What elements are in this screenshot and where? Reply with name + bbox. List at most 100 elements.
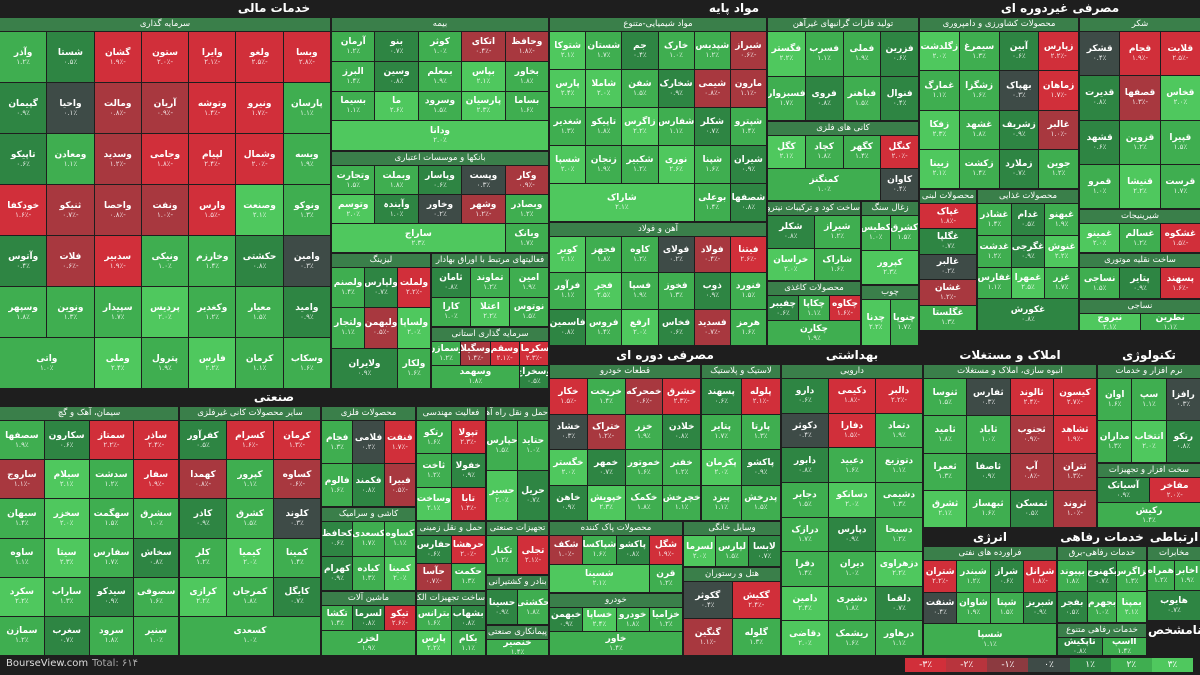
stock-tile[interactable]: واحصا -۰.۸٪ bbox=[94, 185, 141, 235]
stock-tile[interactable]: ولبهمن -۰.۵٪ bbox=[365, 308, 397, 348]
stock-tile[interactable]: وشهر -۱.۲٪ bbox=[462, 195, 505, 223]
stock-tile[interactable]: وکار -۰.۹٪ bbox=[505, 166, 548, 194]
group-title[interactable]: بنادر و کشتیرانی bbox=[487, 576, 548, 589]
stock-tile[interactable]: حریل ۰.۷٪ bbox=[518, 471, 548, 520]
stock-tile[interactable]: سیدکو ۰.۹٪ bbox=[89, 577, 134, 616]
stock-tile[interactable]: ثنوسا ۱.۵٪ bbox=[924, 379, 967, 416]
stock-tile[interactable]: بشهاب ۰.۸٪ bbox=[451, 606, 485, 630]
stock-tile[interactable]: شستا ۰.۵٪ bbox=[47, 32, 94, 82]
stock-tile[interactable]: شتوکا ۲.۱٪ bbox=[550, 32, 586, 69]
stock-tile[interactable]: وحافظ -۱.۸٪ bbox=[505, 32, 548, 61]
stock-tile[interactable]: سیلام ۲.۱٪ bbox=[44, 460, 89, 499]
stock-tile[interactable]: خنصیر ۱.۴٪ bbox=[487, 640, 548, 655]
stock-tile[interactable]: سفار -۱.۹٪ bbox=[134, 460, 178, 499]
group-title[interactable]: کانی های فلزی bbox=[768, 122, 918, 135]
stock-tile[interactable]: سمتاز -۲.۲٪ bbox=[89, 421, 134, 460]
stock-tile[interactable]: پلوله -۲.۱٪ bbox=[741, 379, 780, 414]
stock-tile[interactable]: پارس ۲.۴٪ bbox=[550, 70, 586, 107]
stock-tile[interactable]: شپنا ۱.۵٪ bbox=[990, 592, 1023, 624]
stock-tile[interactable]: ذوب ۰.۹٪ bbox=[694, 273, 730, 309]
stock-tile[interactable]: خفنر ۱.۲٪ bbox=[663, 450, 700, 485]
group-title[interactable]: سرمایه گذاری استانی bbox=[432, 328, 548, 341]
stock-tile[interactable]: قزوین ۱.۲٪ bbox=[1120, 120, 1160, 164]
stock-tile[interactable]: ولایران ۰.۹٪ bbox=[332, 348, 397, 388]
stock-tile[interactable]: وشمال -۲.۰٪ bbox=[236, 134, 283, 184]
stock-tile[interactable]: دابور ۰.۸٪ bbox=[782, 448, 828, 482]
stock-tile[interactable]: جم ۰.۴٪ bbox=[622, 32, 658, 69]
stock-tile[interactable]: نساجی ۱.۵٪ bbox=[1080, 268, 1120, 298]
group-title[interactable]: شیرینیجات bbox=[1080, 210, 1200, 223]
group-title[interactable]: قطعات خودرو bbox=[550, 365, 700, 378]
stock-tile[interactable]: وسدید -۱.۲٪ bbox=[94, 134, 141, 184]
stock-tile[interactable]: چدنا ۲.۲٪ bbox=[862, 300, 890, 345]
stock-tile[interactable]: خودکفا -۱.۶٪ bbox=[0, 185, 47, 235]
stock-tile[interactable]: کاوان ۰.۴٪ bbox=[881, 168, 918, 200]
stock-tile[interactable]: جوین ۱.۲٪ bbox=[1039, 149, 1078, 188]
stock-tile[interactable]: دیران ۱.۰٪ bbox=[829, 552, 875, 586]
stock-tile[interactable]: آریان -۰.۹٪ bbox=[141, 83, 189, 133]
stock-tile[interactable]: قجام -۱.۹٪ bbox=[1120, 32, 1160, 76]
stock-tile[interactable]: اوان ۱.۶٪ bbox=[1098, 379, 1132, 420]
stock-tile[interactable]: ونیکی ۱.۰٪ bbox=[141, 236, 189, 286]
stock-tile[interactable]: قخاس ۲.۰٪ bbox=[1160, 76, 1200, 120]
stock-tile[interactable]: درازک ۱.۷٪ bbox=[782, 517, 828, 552]
group-title[interactable]: لیزینگ bbox=[332, 254, 430, 267]
stock-tile[interactable]: کوثر ۱.۰٪ bbox=[418, 32, 462, 61]
stock-tile[interactable]: آاسپ ۱.۴٪ bbox=[1102, 638, 1146, 655]
stock-tile[interactable]: فسدید -۰.۷٪ bbox=[694, 309, 730, 345]
stock-tile[interactable]: وسرود ۱.۵٪ bbox=[418, 91, 462, 121]
stock-tile[interactable]: دکیمی -۱.۸٪ bbox=[829, 379, 875, 413]
stock-tile[interactable]: حکشتی ۱.۸٪ bbox=[518, 590, 548, 624]
stock-tile[interactable]: لپارس ۱.۵٪ bbox=[716, 536, 748, 566]
stock-tile[interactable]: مداران ۱.۳٪ bbox=[1098, 421, 1132, 462]
stock-tile[interactable]: وبسا -۲.۸٪ bbox=[283, 32, 330, 82]
stock-tile[interactable]: قصفها -۱.۳٪ bbox=[1120, 76, 1160, 120]
stock-tile[interactable]: فولای ۰.۲٪ bbox=[658, 237, 694, 273]
stock-tile[interactable]: چکاپا ۱.۱٪ bbox=[799, 296, 829, 320]
stock-tile[interactable]: مارون -۱.۱٪ bbox=[730, 70, 766, 107]
stock-tile[interactable]: ریشمک ۱.۶٪ bbox=[829, 621, 875, 655]
stock-tile[interactable]: بسیما ۱.۱٪ bbox=[332, 91, 375, 121]
stock-tile[interactable]: پدرخش ۱.۵٪ bbox=[741, 485, 780, 520]
stock-tile[interactable]: واحیا ۰.۱٪ bbox=[47, 83, 94, 133]
stock-tile[interactable]: کسرام -۱.۶٪ bbox=[227, 421, 273, 460]
group-title[interactable]: ساخت کود و ترکیبات نیتروژن bbox=[768, 202, 860, 215]
stock-tile[interactable]: کسعدی ۱.۷٪ bbox=[353, 522, 384, 556]
stock-tile[interactable]: ومعادن ۱.۱٪ bbox=[47, 134, 94, 184]
stock-tile[interactable]: رتکو ۰.۸٪ bbox=[1166, 421, 1200, 462]
stock-tile[interactable]: ومالت -۰.۸٪ bbox=[94, 83, 141, 133]
stock-tile[interactable]: شپدیس ۱.۲٪ bbox=[694, 32, 730, 69]
stock-tile[interactable]: کشرق ۱.۵٪ bbox=[890, 216, 918, 250]
stock-tile[interactable]: همراه ۱.۲٪ bbox=[1148, 561, 1174, 590]
stock-tile[interactable]: زگلدشت ۲.۰٪ bbox=[920, 32, 959, 71]
stock-tile[interactable]: شفن ۱.۵٪ bbox=[622, 70, 658, 107]
stock-tile[interactable]: غگرجی ۰.۹٪ bbox=[1011, 235, 1045, 267]
stock-tile[interactable]: کهمدا -۰.۸٪ bbox=[180, 460, 226, 499]
group-title[interactable]: نرم افزار و خدمات bbox=[1098, 365, 1200, 378]
stock-tile[interactable]: بکهنوج ۰.۷٪ bbox=[1087, 561, 1117, 591]
stock-tile[interactable]: وسگیلا -۱.۴٪ bbox=[461, 342, 490, 365]
group-title[interactable]: سخت افزار و تجهیزات bbox=[1098, 464, 1200, 477]
stock-tile[interactable]: فجام ۱.۳٪ bbox=[322, 421, 353, 463]
stock-tile[interactable]: کپرور ۲.۳٪ bbox=[862, 250, 918, 284]
stock-tile[interactable]: شیراز -۰.۶٪ bbox=[730, 32, 766, 69]
stock-tile[interactable]: غشهد ۱.۸٪ bbox=[959, 110, 999, 149]
stock-tile[interactable]: تابا -۱.۴٪ bbox=[451, 487, 485, 520]
stock-tile[interactable]: ونیرو -۱.۷٪ bbox=[236, 83, 283, 133]
stock-tile[interactable]: وسخراج۰.۵٪ bbox=[519, 365, 548, 388]
stock-tile[interactable]: خبهمن ۰.۹٪ bbox=[550, 608, 583, 631]
stock-tile[interactable]: سدبیر -۱.۹٪ bbox=[94, 236, 141, 286]
stock-tile[interactable]: فیتنا -۲.۶٪ bbox=[730, 237, 766, 273]
stock-tile[interactable]: وامید ۰.۹٪ bbox=[283, 287, 330, 337]
stock-tile[interactable]: بکام ۱.۱٪ bbox=[451, 631, 485, 655]
stock-tile[interactable]: هایوب ۰.۷٪ bbox=[1148, 591, 1200, 620]
stock-tile[interactable]: ساراب ۱.۳٪ bbox=[44, 577, 89, 616]
stock-tile[interactable]: قپیرا ۱.۵٪ bbox=[1160, 120, 1200, 164]
stock-tile[interactable]: کلر ۱.۲٪ bbox=[180, 538, 226, 577]
stock-tile[interactable]: سصفها ۱.۹٪ bbox=[0, 421, 44, 460]
stock-tile[interactable]: کایگل ۰.۷٪ bbox=[274, 577, 320, 616]
stock-tile[interactable]: خپویش ۲.۳٪ bbox=[587, 485, 625, 520]
stock-tile[interactable]: پارسیان ۲.۳٪ bbox=[462, 91, 505, 121]
stock-tile[interactable]: کویر ۲.۱٪ bbox=[550, 237, 586, 273]
group-title[interactable]: آهن و فولاد bbox=[550, 223, 766, 236]
